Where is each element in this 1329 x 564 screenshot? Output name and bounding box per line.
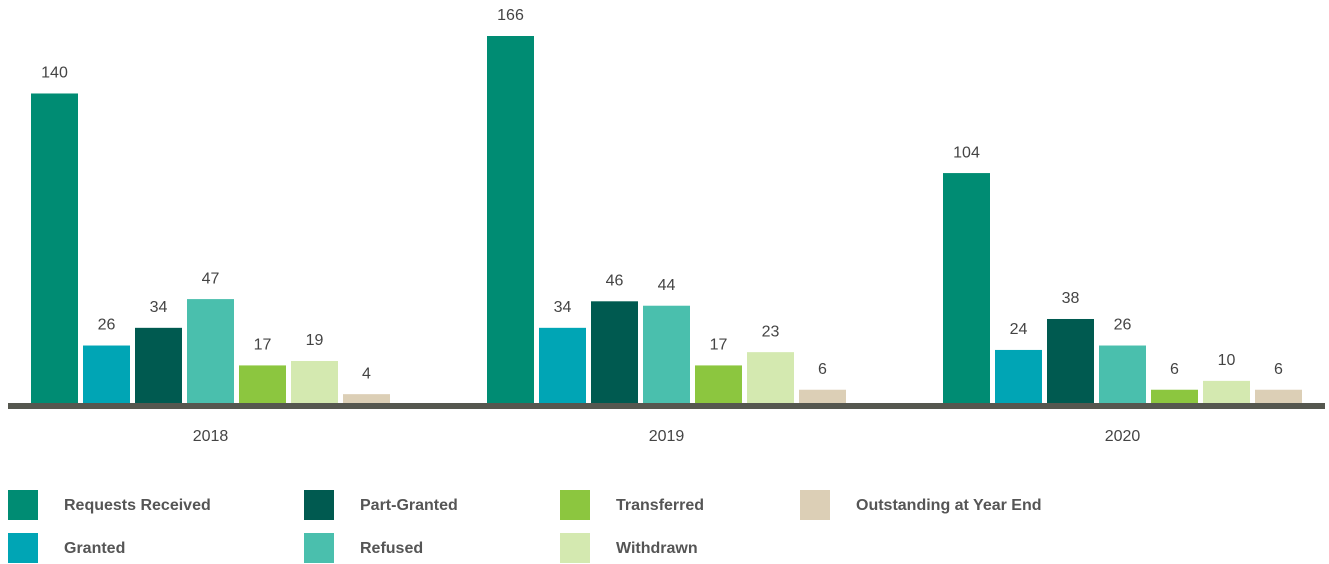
- legend-label: Outstanding at Year End: [856, 497, 1042, 514]
- bar: [695, 365, 742, 403]
- bar: [943, 173, 990, 403]
- value-label: 19: [306, 332, 324, 349]
- legend-label: Withdrawn: [616, 540, 698, 557]
- bar: [995, 349, 1042, 403]
- bar: [239, 365, 286, 403]
- bar: [343, 394, 390, 403]
- value-label: 47: [202, 270, 220, 287]
- bar: [591, 301, 638, 403]
- legend-label: Part-Granted: [360, 497, 458, 514]
- bar: [1047, 318, 1094, 403]
- bar: [83, 345, 130, 403]
- legend-label: Transferred: [616, 497, 704, 514]
- value-label: 38: [1062, 290, 1080, 307]
- bar: [1203, 380, 1250, 403]
- legend-swatch: [560, 533, 590, 563]
- value-label: 17: [710, 337, 728, 354]
- bar: [135, 327, 182, 403]
- value-label: 6: [1274, 361, 1283, 378]
- legend-swatch: [8, 490, 38, 520]
- value-label: 26: [1114, 317, 1132, 334]
- value-label: 23: [762, 323, 780, 340]
- value-label: 6: [818, 361, 827, 378]
- value-label: 44: [658, 277, 676, 294]
- bar: [747, 352, 794, 403]
- legend-swatch: [304, 533, 334, 563]
- legend-label: Refused: [360, 540, 423, 557]
- value-label: 26: [98, 317, 116, 334]
- x-tick-label: 2020: [1105, 428, 1141, 445]
- value-label: 166: [497, 7, 524, 24]
- value-label: 34: [150, 299, 168, 316]
- bar: [799, 389, 846, 403]
- legend-swatch: [304, 490, 334, 520]
- bar: [291, 360, 338, 403]
- bar: [31, 93, 78, 403]
- bar: [1099, 345, 1146, 403]
- bar: [1255, 389, 1302, 403]
- value-label: 140: [41, 65, 68, 82]
- x-axis-line: [8, 403, 1325, 409]
- x-tick-label: 2018: [193, 428, 229, 445]
- legend-label: Requests Received: [64, 497, 211, 514]
- bar: [643, 305, 690, 403]
- legend-swatch: [800, 490, 830, 520]
- value-label: 10: [1218, 352, 1236, 369]
- value-label: 17: [254, 337, 272, 354]
- value-label: 104: [953, 144, 980, 161]
- bar: [187, 299, 234, 403]
- value-label: 6: [1170, 361, 1179, 378]
- bar: [487, 36, 534, 403]
- x-tick-label: 2019: [649, 428, 685, 445]
- legend-swatch: [560, 490, 590, 520]
- bar: [1151, 389, 1198, 403]
- value-label: 4: [362, 365, 371, 382]
- bar: [539, 327, 586, 403]
- value-label: 24: [1010, 321, 1028, 338]
- legend-swatch: [8, 533, 38, 563]
- value-label: 34: [554, 299, 572, 316]
- legend-label: Granted: [64, 540, 125, 557]
- value-label: 46: [606, 273, 624, 290]
